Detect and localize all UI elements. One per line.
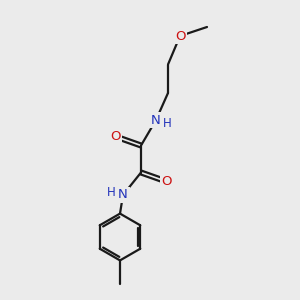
Text: N: N (151, 113, 161, 127)
Text: H: H (107, 186, 116, 199)
Text: N: N (118, 188, 128, 202)
Text: O: O (110, 130, 121, 143)
Text: O: O (161, 175, 172, 188)
Text: O: O (175, 29, 185, 43)
Text: H: H (163, 117, 172, 130)
